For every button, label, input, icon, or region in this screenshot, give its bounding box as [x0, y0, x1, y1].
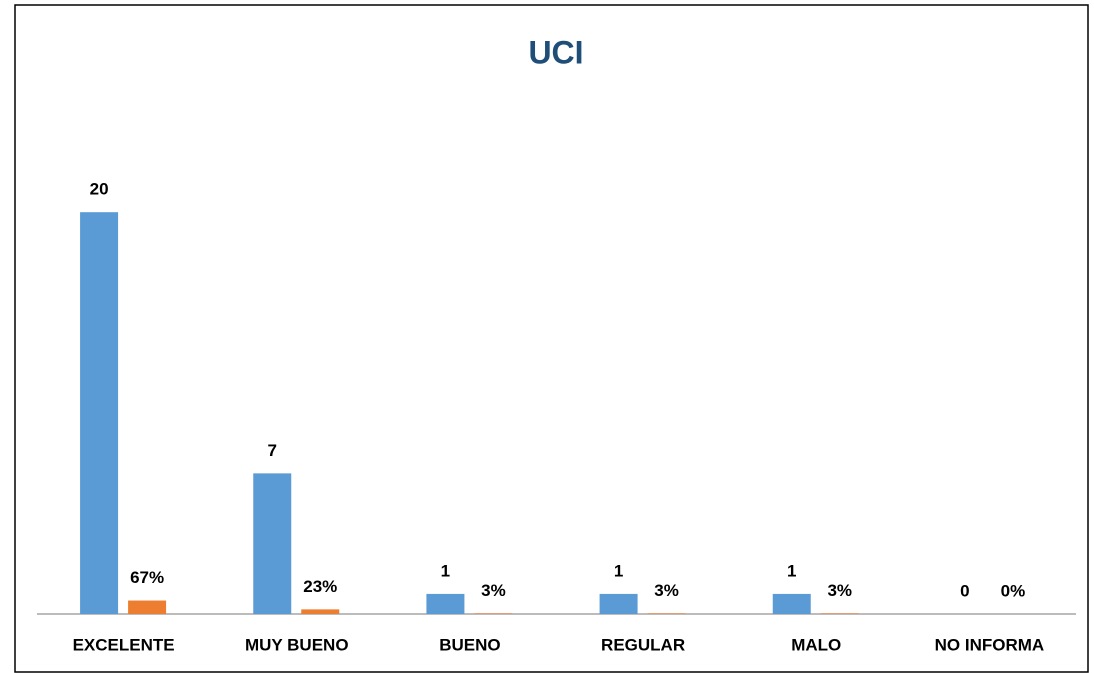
bar: [80, 212, 119, 614]
bar: [474, 613, 513, 614]
data-label: 3%: [481, 581, 506, 600]
chart-title: UCI: [528, 34, 583, 70]
bar: [599, 593, 638, 614]
data-label: 67%: [130, 568, 164, 587]
data-label: 1: [441, 561, 450, 580]
x-tick-label: EXCELENTE: [73, 635, 175, 654]
x-tick-label: REGULAR: [601, 635, 685, 654]
bar: [647, 613, 686, 614]
data-label: 0%: [1001, 581, 1026, 600]
data-label: 1: [787, 561, 796, 580]
bar: [301, 609, 340, 614]
data-label: 20: [90, 180, 109, 199]
bar: [426, 593, 465, 614]
x-tick-label: MALO: [791, 635, 841, 654]
data-label: 1: [614, 561, 623, 580]
data-label: 23%: [303, 577, 337, 596]
x-tick-label: NO INFORMA: [935, 635, 1045, 654]
bar: [772, 593, 811, 614]
data-label: 3%: [654, 581, 679, 600]
bar: [820, 613, 859, 614]
chart-frame: [14, 4, 1089, 673]
data-label: 7: [268, 441, 277, 460]
data-label: 3%: [827, 581, 852, 600]
data-label: 0: [960, 581, 969, 600]
bar: [128, 600, 167, 614]
x-tick-label: MUY BUENO: [245, 635, 349, 654]
x-tick-label: BUENO: [439, 635, 500, 654]
bar: [253, 473, 292, 614]
